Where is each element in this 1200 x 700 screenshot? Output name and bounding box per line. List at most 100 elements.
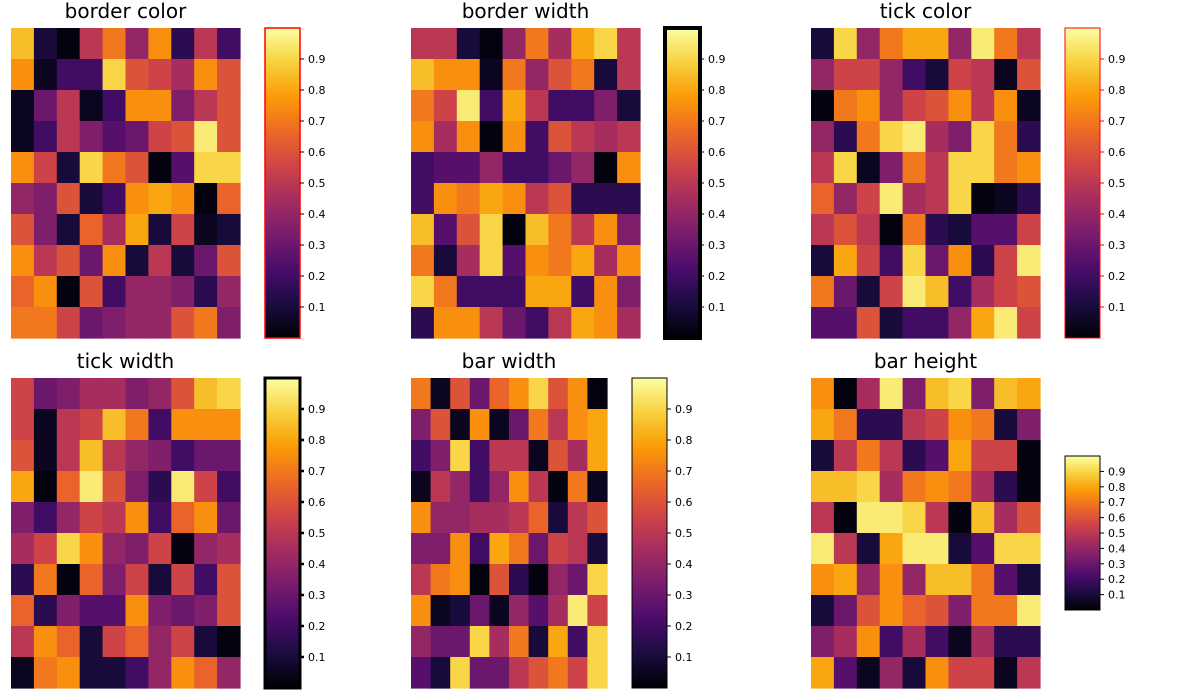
heatmap-cell — [502, 152, 527, 184]
heatmap-cell — [948, 245, 972, 277]
heatmap-cell — [1017, 276, 1041, 308]
heatmap-cell — [971, 595, 995, 627]
heatmap-cell — [509, 657, 530, 689]
heatmap-cell — [79, 245, 104, 277]
heatmap-cell — [948, 276, 972, 308]
heatmap-cell — [594, 28, 618, 60]
heatmap-cell — [102, 152, 127, 184]
heatmap-cell — [1017, 378, 1041, 410]
colorbar-tick-label: 0.3 — [675, 589, 693, 602]
colorbar-tick-label: 0.4 — [308, 208, 326, 221]
heatmap-cell — [571, 90, 595, 122]
heatmap-cell — [1017, 152, 1041, 184]
heatmap-cell — [948, 121, 972, 153]
heatmap-cell — [469, 471, 490, 503]
heatmap-cell — [33, 378, 58, 410]
heatmap-cell — [450, 409, 471, 441]
heatmap-cell — [971, 121, 995, 153]
colorbar-tick-label: 0.1 — [708, 301, 726, 314]
heatmap-cell — [456, 245, 481, 277]
heatmap-cell — [102, 378, 127, 410]
colorbar-tick-label: 0.9 — [1108, 465, 1126, 478]
heatmap-cell — [502, 28, 527, 60]
heatmap-cell — [171, 595, 195, 627]
colorbar-tick-label: 0.7 — [308, 465, 326, 478]
heatmap-cell — [567, 471, 588, 503]
heatmap-cell — [856, 533, 881, 565]
heatmap-cell — [450, 626, 471, 658]
heatmap-cell — [79, 152, 104, 184]
heatmap-cell — [528, 409, 549, 441]
heatmap-cell — [811, 307, 835, 339]
heatmap-cell — [994, 409, 1018, 441]
panel-tick-color: tick color 0.1 0.2 0.3 0.4 0.5 0.6 0.7 0.8 0.9 — [811, 0, 1126, 339]
heatmap-cell — [33, 28, 58, 60]
colorbar-tick-label: 0.9 — [308, 53, 326, 66]
colorbar-tick-label: 0.7 — [675, 465, 693, 478]
colorbar-tick-label: 0.6 — [308, 146, 326, 159]
heatmap-cell — [856, 59, 881, 91]
heatmap-cell — [948, 595, 972, 627]
heatmap-cell — [502, 183, 527, 215]
heatmap-cell — [528, 533, 549, 565]
colorbar-tick-label: 0.5 — [308, 527, 326, 540]
colorbar-tick-label: 0.5 — [308, 177, 326, 190]
heatmap-cell — [525, 90, 549, 122]
heatmap-cell — [56, 533, 81, 565]
heatmap-cell — [79, 307, 104, 339]
heatmap-cell — [994, 440, 1018, 472]
heatmap-cell — [548, 409, 569, 441]
heatmap-cell — [148, 564, 172, 596]
colorbar-tick-label: 0.7 — [708, 115, 726, 128]
heatmap-cell — [994, 533, 1018, 565]
heatmap-cell — [411, 214, 435, 246]
heatmap-cell — [102, 502, 127, 534]
heatmap-cell — [489, 564, 510, 596]
heatmap-cell — [502, 59, 527, 91]
heatmap-cell — [856, 409, 881, 441]
heatmap-cell — [811, 471, 835, 503]
heatmap-cell — [430, 378, 451, 410]
heatmap-cell — [925, 409, 949, 441]
heatmap-cell — [571, 245, 595, 277]
heatmap-cell — [56, 59, 81, 91]
heatmap-cell — [994, 564, 1018, 596]
heatmap-cell — [502, 307, 527, 339]
heatmap-cell — [171, 471, 195, 503]
heatmap-cell — [79, 409, 104, 441]
heatmap-cell — [125, 657, 149, 689]
colorbar-tick-label: 0.8 — [708, 84, 726, 97]
heatmap-cell — [994, 502, 1018, 534]
heatmap-cell — [856, 564, 881, 596]
colorbar-tick-label: 0.5 — [1108, 527, 1126, 540]
heatmap-cell — [33, 245, 58, 277]
heatmap-cell — [33, 502, 58, 534]
heatmap-cell — [102, 90, 127, 122]
heatmap-cell — [489, 471, 510, 503]
heatmap-cell — [971, 502, 995, 534]
heatmap-cell — [56, 378, 81, 410]
colorbar-tick-label: 0.4 — [708, 208, 726, 221]
heatmap-cell — [567, 502, 588, 534]
heatmap-cell — [617, 90, 641, 122]
heatmap-cell — [509, 626, 530, 658]
colorbar-tick-label: 0.8 — [308, 434, 326, 447]
heatmap-cell — [587, 564, 608, 596]
heatmap-cell — [148, 409, 172, 441]
heatmap-cell — [994, 59, 1018, 91]
heatmap-cell — [833, 121, 858, 153]
heatmap-cell — [430, 626, 451, 658]
heatmap-cell — [902, 471, 927, 503]
heatmap-cell — [489, 378, 510, 410]
heatmap-cell — [594, 276, 618, 308]
heatmap-cell — [879, 440, 904, 472]
heatmap-cell — [617, 183, 641, 215]
heatmap-cell — [11, 595, 35, 627]
heatmap-cell — [509, 564, 530, 596]
heatmap-cell — [902, 276, 927, 308]
colorbar — [1065, 456, 1100, 610]
heatmap-cell — [456, 121, 481, 153]
heatmap-cell — [11, 245, 35, 277]
heatmap-cell — [971, 564, 995, 596]
heatmap-cell — [833, 276, 858, 308]
